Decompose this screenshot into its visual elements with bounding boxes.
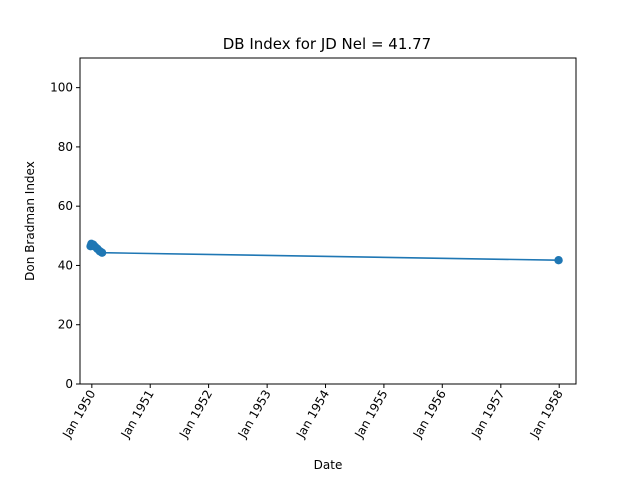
x-tick-label: Jan 1958 (527, 388, 566, 442)
y-tick-label: 60 (58, 199, 73, 213)
y-axis-ticks: 0 20 40 60 80 100 (50, 81, 80, 391)
plot-frame (79, 57, 577, 385)
x-axis-ticks: Jan 1950 Jan 1951 Jan 1952 Jan 1953 Jan 1954… (59, 384, 566, 442)
x-tick-label: Jan 1953 (235, 388, 274, 442)
y-axis-label: Don Bradman Index (23, 161, 37, 281)
y-tick-label: 20 (58, 318, 73, 332)
y-tick-label: 0 (65, 377, 73, 391)
series-line (89, 242, 559, 262)
x-tick-label: Jan 1954 (293, 388, 332, 442)
data-point (97, 248, 107, 257)
x-tick-label: Jan 1951 (118, 388, 157, 442)
chart-title: DB Index for JD Nel = 41.77 (223, 35, 431, 53)
x-tick-label: Jan 1950 (59, 388, 98, 442)
y-tick-label: 100 (50, 81, 73, 95)
x-tick-label: Jan 1957 (468, 388, 507, 442)
y-tick-label: 40 (58, 258, 73, 272)
x-axis-label: Date (314, 458, 343, 472)
x-tick-label: Jan 1956 (410, 388, 449, 442)
series-layer (86, 239, 563, 265)
x-tick-label: Jan 1955 (351, 388, 390, 442)
y-tick-label: 80 (58, 140, 73, 154)
x-tick-label: Jan 1952 (176, 388, 215, 442)
data-point (554, 256, 563, 265)
